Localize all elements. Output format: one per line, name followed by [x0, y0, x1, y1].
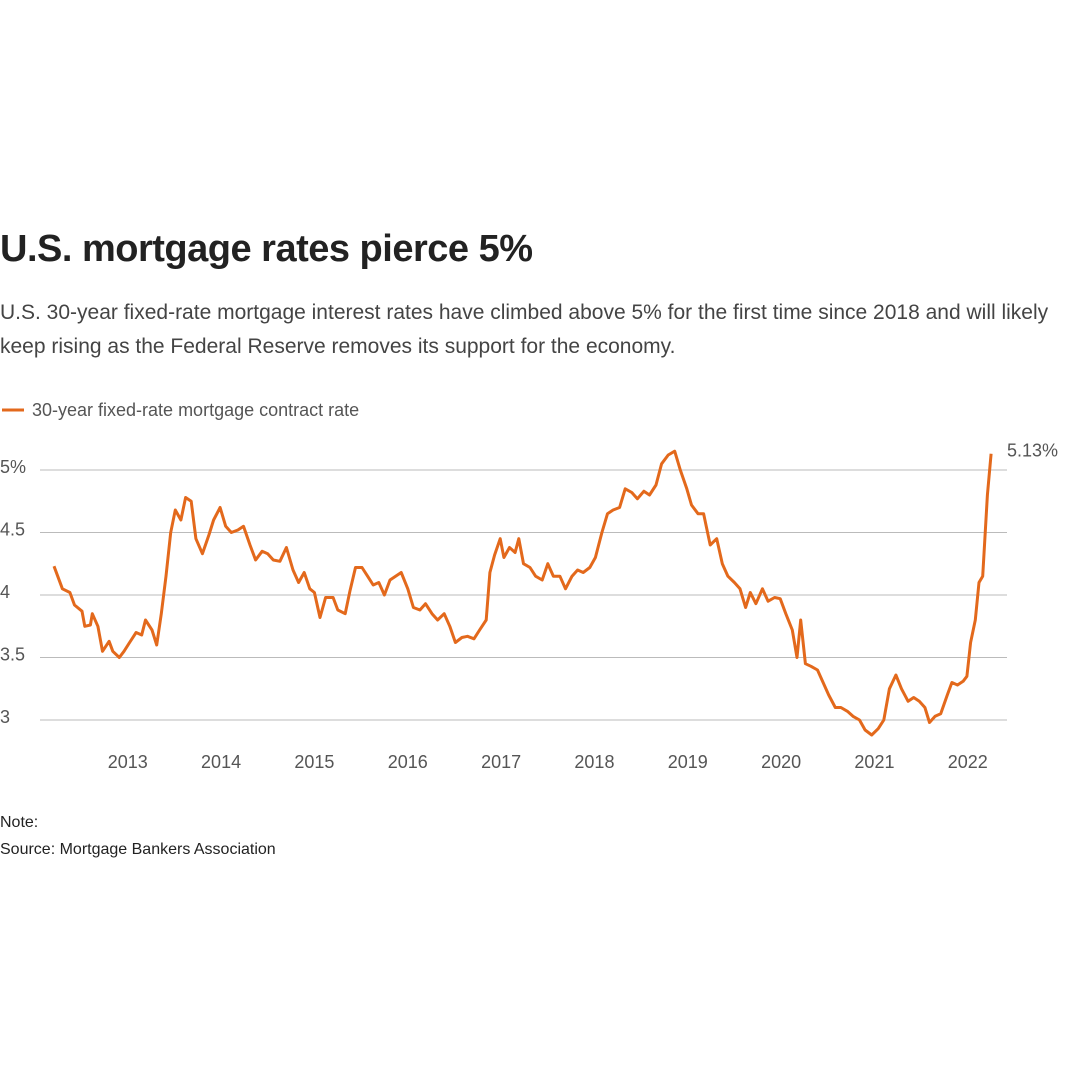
x-tick-label: 2015 [294, 752, 334, 772]
x-tick-label: 2022 [948, 752, 988, 772]
legend-label: 30-year fixed-rate mortgage contract rat… [32, 400, 359, 420]
x-tick-label: 2017 [481, 752, 521, 772]
end-label: 5.13% [1007, 441, 1058, 461]
x-tick-label: 2014 [201, 752, 241, 772]
source: Source: Mortgage Bankers Association [0, 841, 276, 858]
x-tick-label: 2021 [854, 752, 894, 772]
x-tick-label: 2020 [761, 752, 801, 772]
note: Note: [0, 814, 39, 831]
y-tick-label: 3.5 [0, 644, 25, 664]
chart-title: U.S. mortgage rates pierce 5% [0, 228, 533, 270]
y-tick-label: 5% [0, 457, 26, 477]
y-tick-label: 4 [0, 582, 10, 602]
y-tick-label: 3 [0, 707, 10, 727]
x-tick-label: 2013 [108, 752, 148, 772]
chart-subtitle: U.S. 30-year fixed-rate mortgage interes… [0, 301, 1049, 358]
x-tick-label: 2018 [574, 752, 614, 772]
x-tick-label: 2016 [388, 752, 428, 772]
chart: 30-year fixed-rate mortgage contract rat… [0, 400, 1058, 772]
series-line [52, 449, 993, 737]
y-tick-label: 4.5 [0, 519, 25, 539]
x-tick-label: 2019 [668, 752, 708, 772]
